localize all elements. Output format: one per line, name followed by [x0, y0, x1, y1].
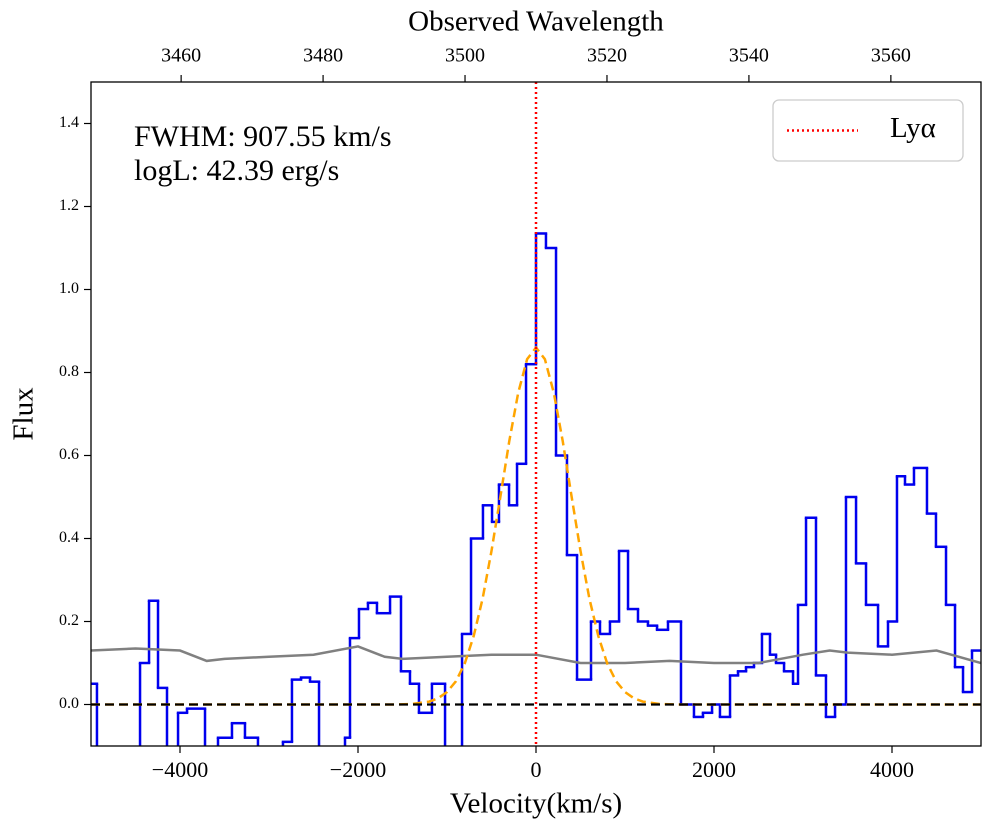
- x-tick-label: 0: [531, 757, 542, 782]
- x2-tick-label: 3460: [161, 45, 201, 67]
- y-tick-label: 1.4: [59, 114, 79, 131]
- x-tick-label: −4000: [152, 757, 208, 782]
- y-tick-label: 0.0: [59, 695, 79, 712]
- x2-tick-label: 3500: [445, 45, 485, 67]
- annotation: FWHM: 907.55 km/s: [134, 120, 392, 153]
- step-riser: [95, 233, 974, 746]
- x2-tick-label: 3520: [587, 45, 627, 67]
- series-line: [91, 645, 981, 665]
- y-tick-label: 0.6: [59, 446, 79, 463]
- x2-tick-label: 3480: [303, 45, 343, 67]
- x-tick-label: 4000: [870, 757, 914, 782]
- annotation: logL: 42.39 erg/s: [134, 154, 339, 187]
- legend: [772, 99, 964, 162]
- y-tick-label: 0.4: [59, 529, 79, 546]
- y-tick-label: 1.0: [59, 280, 79, 297]
- x-axis-label: Velocity(km/s): [450, 788, 622, 820]
- series-line: [91, 345, 981, 706]
- y-tick-label: 0.8: [59, 363, 79, 380]
- plot-area: [91, 82, 981, 746]
- x-tick-label: 2000: [692, 757, 736, 782]
- y-axis-label: Flux: [8, 387, 40, 441]
- y-tick-label: 0.2: [59, 612, 79, 629]
- x2-axis-label: Observed Wavelength: [408, 6, 664, 38]
- y-tick-label: 1.2: [59, 197, 79, 214]
- x2-tick-label: 3560: [871, 45, 911, 67]
- legend-label: Lyα: [890, 112, 936, 144]
- x-tick-label: −2000: [330, 757, 386, 782]
- x2-tick-label: 3540: [729, 45, 769, 67]
